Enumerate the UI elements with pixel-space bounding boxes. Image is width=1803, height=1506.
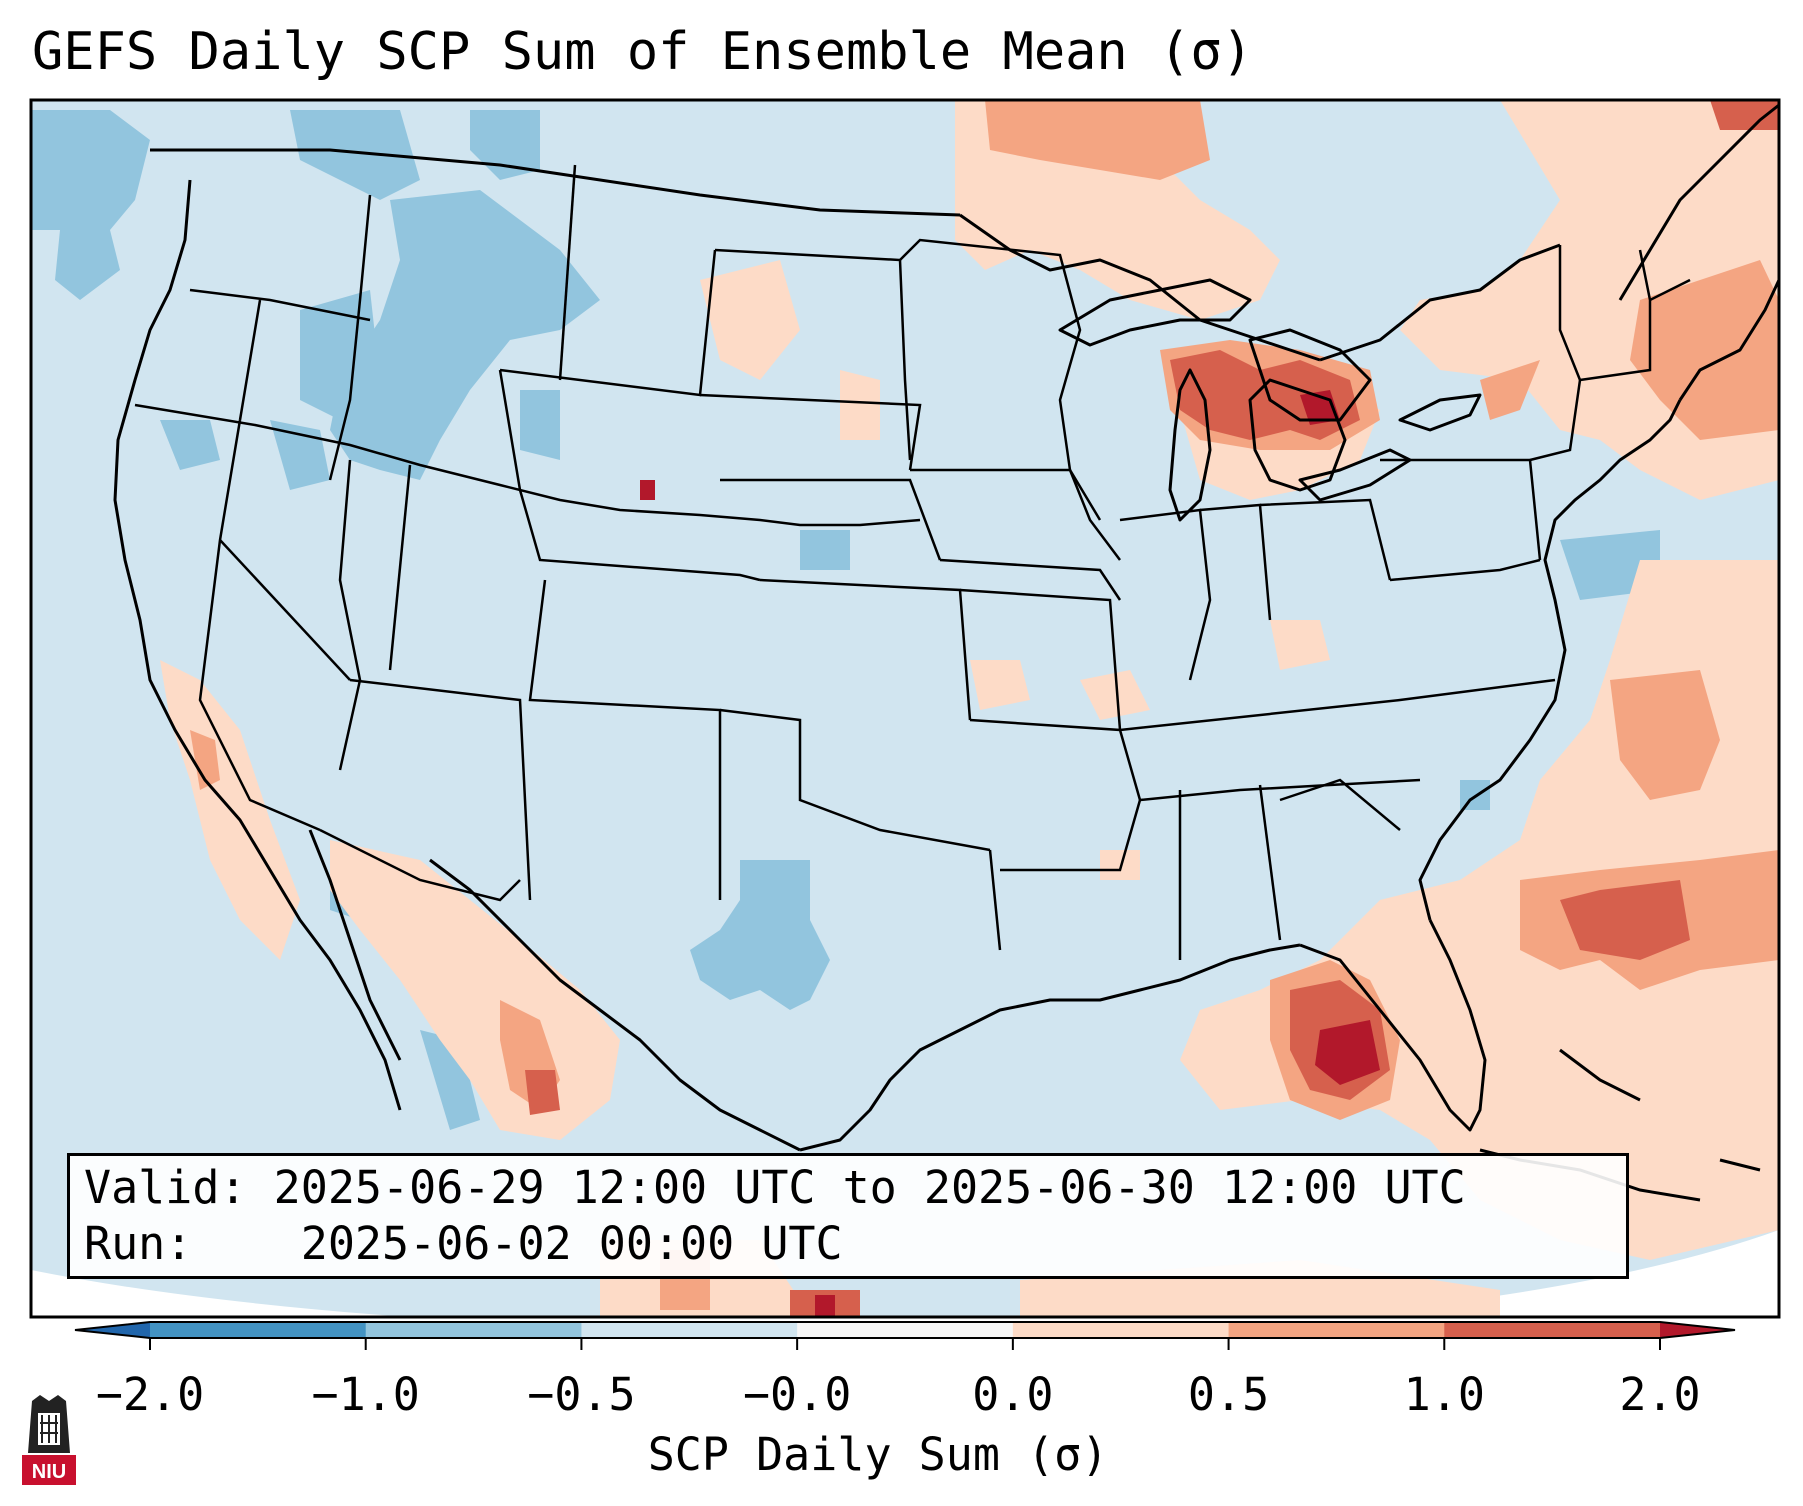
colorbar-bins (75, 1322, 1735, 1350)
colorbar-tick-label: 2.0 (1619, 1368, 1701, 1421)
colorbar-bin (150, 1322, 367, 1338)
valid-value: 2025-06-29 12:00 UTC to 2025-06-30 12:00… (273, 1161, 1466, 1214)
colorbar-bin (797, 1322, 1014, 1338)
lake-superior (1058, 278, 1252, 347)
colorbar-label: SCP Daily Sum (σ) (647, 1428, 1109, 1481)
logo-text: NIU (32, 1461, 66, 1483)
colorbar-bin (365, 1322, 582, 1338)
colorbar-tick-label: 0.5 (1187, 1368, 1270, 1421)
lake-michigan (1168, 368, 1212, 522)
map-frame (29, 98, 1781, 1319)
coastlines-and-borders (113, 103, 1779, 1152)
positive-extreme-anomalies (640, 390, 1380, 1317)
state-borders (134, 164, 1691, 960)
run-label: Run: (84, 1217, 193, 1270)
colorbar-extend-high (1660, 1322, 1735, 1338)
colorbar-tick-label: −0.0 (742, 1368, 852, 1421)
run-value: 2025-06-02 00:00 UTC (300, 1217, 843, 1270)
lake-huron (1248, 328, 1372, 422)
valid-label: Valid: (84, 1161, 247, 1214)
colorbar-bin (1444, 1322, 1661, 1338)
colorbar-bin (581, 1322, 798, 1338)
colorbar-tick-label: −1.0 (311, 1368, 420, 1421)
colorbar-bin (1012, 1322, 1230, 1338)
valid-row: Valid: 2025-06-29 12:00 UTC to 2025-06-3… (84, 1160, 1612, 1216)
niu-logo: NIU (22, 1395, 76, 1485)
colorbar-tick-label: −0.5 (527, 1368, 636, 1421)
colorbar-tick-label: 0.0 (972, 1368, 1054, 1421)
colorbar-extend-low (75, 1322, 150, 1338)
valid-run-infobox: Valid: 2025-06-29 12:00 UTC to 2025-06-3… (67, 1153, 1629, 1279)
colorbar-tick-label: −2.0 (95, 1368, 205, 1421)
map-title: GEFS Daily SCP Sum of Ensemble Mean (σ) (32, 22, 1253, 82)
colorbar-outline (74, 1321, 1736, 1339)
run-row: Run: 2025-06-02 00:00 UTC (84, 1216, 1612, 1272)
colorbar-tick-label: 1.0 (1403, 1368, 1485, 1421)
colorbar-bin (1228, 1322, 1445, 1338)
lake-ontario (1398, 393, 1482, 432)
